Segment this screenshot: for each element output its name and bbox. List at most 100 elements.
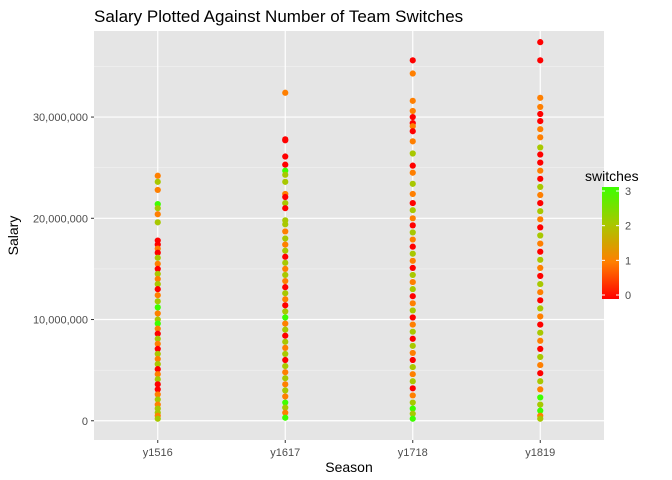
data-point bbox=[409, 410, 416, 417]
data-point bbox=[154, 325, 161, 332]
data-point bbox=[409, 278, 416, 286]
data-point bbox=[282, 271, 289, 279]
data-point bbox=[154, 298, 161, 305]
data-point bbox=[537, 191, 544, 199]
data-point bbox=[154, 265, 161, 273]
data-point bbox=[282, 296, 289, 303]
data-point bbox=[537, 144, 544, 151]
data-point bbox=[154, 376, 161, 383]
data-point bbox=[537, 240, 544, 247]
data-point bbox=[537, 289, 544, 296]
data-point bbox=[409, 371, 416, 378]
data-point bbox=[409, 286, 416, 293]
data-point bbox=[537, 378, 544, 385]
data-point bbox=[537, 370, 544, 377]
chart-title: Salary Plotted Against Number of Team Sw… bbox=[94, 7, 463, 26]
data-point bbox=[154, 345, 161, 352]
x-tick-label: y1516 bbox=[143, 447, 173, 459]
data-point bbox=[409, 405, 416, 412]
data-point bbox=[154, 360, 161, 368]
points bbox=[154, 39, 544, 422]
data-point bbox=[154, 335, 161, 342]
data-point bbox=[282, 153, 289, 160]
data-point bbox=[409, 271, 416, 279]
data-point bbox=[409, 264, 416, 271]
data-point bbox=[282, 350, 289, 358]
data-point bbox=[282, 178, 289, 185]
data-point bbox=[154, 270, 161, 278]
data-point bbox=[537, 264, 544, 271]
data-point bbox=[282, 344, 289, 351]
plot-panel bbox=[94, 31, 604, 440]
data-point bbox=[154, 178, 161, 185]
data-point bbox=[282, 308, 289, 315]
data-point bbox=[282, 241, 289, 248]
data-point bbox=[409, 307, 416, 314]
data-point bbox=[154, 292, 161, 299]
data-point bbox=[537, 297, 544, 304]
data-point bbox=[282, 320, 289, 327]
data-point bbox=[154, 386, 161, 393]
data-point bbox=[409, 399, 416, 406]
data-point bbox=[154, 211, 161, 218]
data-point bbox=[409, 356, 416, 364]
data-point bbox=[537, 248, 544, 255]
data-point bbox=[537, 313, 544, 320]
data-point bbox=[409, 180, 416, 187]
data-point bbox=[537, 401, 544, 408]
data-point bbox=[537, 321, 544, 328]
legend-tick-label: 1 bbox=[625, 255, 631, 267]
data-point bbox=[154, 330, 161, 337]
data-point bbox=[537, 175, 544, 182]
data-point bbox=[282, 399, 289, 406]
data-point bbox=[154, 320, 161, 327]
data-point bbox=[282, 369, 289, 376]
data-point bbox=[409, 314, 416, 321]
data-point bbox=[409, 97, 416, 104]
data-point bbox=[282, 381, 289, 388]
data-point bbox=[537, 159, 544, 166]
data-point bbox=[154, 186, 161, 194]
data-point bbox=[154, 371, 161, 378]
data-point bbox=[409, 243, 416, 250]
legend-title: switches bbox=[585, 168, 639, 184]
data-point bbox=[282, 265, 289, 273]
legend-tick-label: 2 bbox=[625, 221, 631, 233]
data-point bbox=[282, 414, 289, 421]
data-point bbox=[282, 338, 289, 345]
data-point bbox=[154, 350, 161, 358]
axes: 0 10,000,000 20,000,000 30,000,000 y1516 y161… bbox=[33, 112, 555, 459]
data-point bbox=[154, 275, 161, 283]
data-point bbox=[409, 300, 416, 307]
y-tick-label: 0 bbox=[82, 416, 88, 428]
data-point bbox=[154, 415, 161, 422]
data-point bbox=[537, 134, 544, 141]
legend: switches 0 1 2 3 bbox=[585, 168, 639, 302]
data-point bbox=[282, 290, 289, 297]
data-point bbox=[282, 247, 289, 254]
data-point bbox=[409, 57, 416, 64]
data-point bbox=[282, 235, 289, 242]
data-point bbox=[282, 277, 289, 285]
data-point bbox=[537, 345, 544, 352]
data-point bbox=[409, 293, 416, 300]
y-tick-label: 20,000,000 bbox=[33, 213, 88, 225]
data-point bbox=[282, 332, 289, 339]
legend-ticks: 0 1 2 3 bbox=[602, 186, 631, 302]
data-point bbox=[154, 304, 161, 311]
data-point bbox=[537, 232, 544, 239]
data-point bbox=[409, 200, 416, 207]
data-point bbox=[409, 128, 416, 135]
data-point bbox=[409, 169, 416, 176]
x-tick-label: y1819 bbox=[525, 447, 555, 459]
data-point bbox=[409, 222, 416, 229]
data-point bbox=[282, 409, 289, 416]
data-point bbox=[409, 123, 416, 130]
data-point bbox=[537, 39, 544, 46]
data-point bbox=[409, 335, 416, 342]
data-point bbox=[409, 162, 416, 169]
data-point bbox=[537, 329, 544, 336]
data-point bbox=[282, 302, 289, 309]
data-point bbox=[409, 190, 416, 198]
data-point bbox=[537, 126, 544, 133]
